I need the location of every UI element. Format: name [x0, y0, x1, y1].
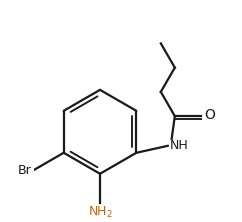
Text: O: O: [204, 108, 215, 122]
Text: Br: Br: [18, 164, 32, 177]
Text: NH: NH: [170, 139, 188, 152]
Text: NH$_2$: NH$_2$: [88, 205, 113, 220]
